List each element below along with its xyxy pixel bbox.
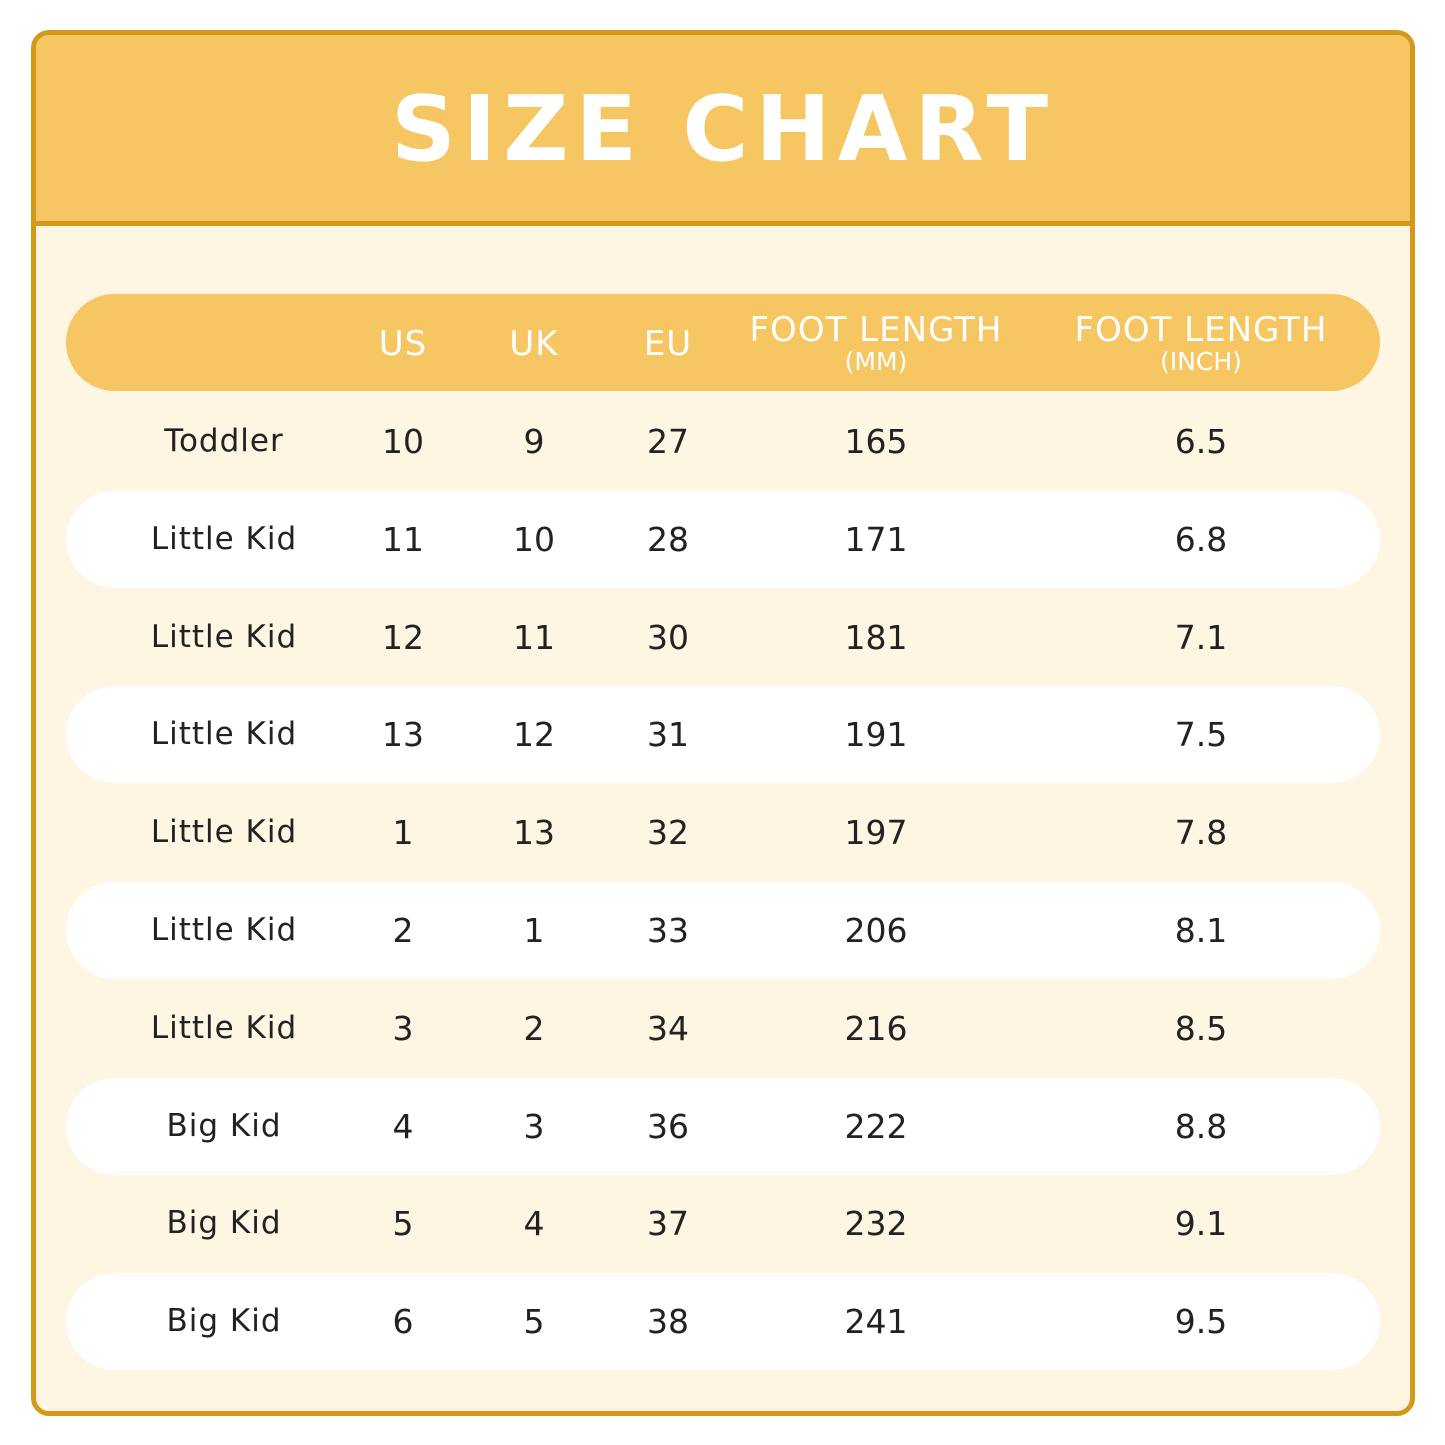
cell-inch: 7.5 bbox=[1174, 715, 1228, 754]
cell-eu: 27 bbox=[647, 422, 689, 461]
cell-category: Big Kid bbox=[166, 1108, 282, 1144]
cell-category: Big Kid bbox=[166, 1303, 282, 1339]
cell-category: Little Kid bbox=[150, 814, 298, 850]
cell-uk: 1 bbox=[523, 911, 545, 950]
cell-us: 2 bbox=[392, 911, 414, 950]
table-row: Toddler 10 9 27 165 6.5 bbox=[66, 393, 1380, 490]
cell-mm: 171 bbox=[844, 520, 908, 559]
cell-eu: 33 bbox=[647, 911, 689, 950]
cell-eu: 38 bbox=[647, 1302, 689, 1341]
header-us: US bbox=[378, 324, 428, 364]
cell-us: 4 bbox=[392, 1107, 414, 1146]
cell-category: Big Kid bbox=[166, 1205, 282, 1241]
table-header: US UK EU FOOT LENGTH (MM) FOOT LENGTH (I… bbox=[66, 294, 1380, 391]
table-row: Little Kid 12 11 30 181 7.1 bbox=[66, 589, 1380, 686]
header-uk: UK bbox=[509, 324, 559, 364]
cell-inch: 9.1 bbox=[1174, 1204, 1228, 1243]
cell-mm: 241 bbox=[844, 1302, 908, 1341]
cell-us: 11 bbox=[382, 520, 424, 559]
cell-mm: 191 bbox=[844, 715, 908, 754]
table-row: Little Kid 2 1 33 206 8.1 bbox=[66, 882, 1380, 979]
cell-mm: 232 bbox=[844, 1204, 908, 1243]
cell-eu: 36 bbox=[647, 1107, 689, 1146]
cell-inch: 8.1 bbox=[1174, 911, 1228, 950]
cell-inch: 7.1 bbox=[1174, 618, 1228, 657]
cell-category: Little Kid bbox=[150, 521, 298, 557]
cell-inch: 9.5 bbox=[1174, 1302, 1228, 1341]
table-row: Little Kid 11 10 28 171 6.8 bbox=[66, 491, 1380, 588]
table-row: Big Kid 4 3 36 222 8.8 bbox=[66, 1078, 1380, 1175]
cell-inch: 6.5 bbox=[1174, 422, 1228, 461]
cell-eu: 37 bbox=[647, 1204, 689, 1243]
cell-category: Little Kid bbox=[150, 1010, 298, 1046]
size-chart-card: SIZE CHART US UK EU FOOT LENGTH (MM) FOO… bbox=[31, 30, 1415, 1416]
header-category bbox=[66, 294, 320, 391]
table-row: Big Kid 5 4 37 232 9.1 bbox=[66, 1175, 1380, 1272]
cell-us: 6 bbox=[392, 1302, 414, 1341]
table-row: Big Kid 6 5 38 241 9.5 bbox=[66, 1273, 1380, 1370]
cell-uk: 4 bbox=[523, 1204, 545, 1243]
cell-eu: 28 bbox=[647, 520, 689, 559]
cell-uk: 5 bbox=[523, 1302, 545, 1341]
cell-uk: 10 bbox=[513, 520, 555, 559]
header-foot-length-inch: FOOT LENGTH (INCH) bbox=[1074, 310, 1328, 376]
cell-category: Little Kid bbox=[150, 716, 298, 752]
cell-category: Little Kid bbox=[150, 912, 298, 948]
title-banner: SIZE CHART bbox=[36, 35, 1410, 226]
table-row: Little Kid 1 13 32 197 7.8 bbox=[66, 784, 1380, 881]
cell-uk: 11 bbox=[513, 618, 555, 657]
cell-eu: 32 bbox=[647, 813, 689, 852]
table-row: Little Kid 13 12 31 191 7.5 bbox=[66, 686, 1380, 783]
cell-us: 3 bbox=[392, 1009, 414, 1048]
cell-uk: 2 bbox=[523, 1009, 545, 1048]
cell-uk: 3 bbox=[523, 1107, 545, 1146]
cell-inch: 6.8 bbox=[1174, 520, 1228, 559]
page-title: SIZE CHART bbox=[390, 77, 1056, 182]
table-row: Little Kid 3 2 34 216 8.5 bbox=[66, 980, 1380, 1077]
cell-inch: 8.5 bbox=[1174, 1009, 1228, 1048]
cell-us: 1 bbox=[392, 813, 414, 852]
cell-uk: 13 bbox=[513, 813, 555, 852]
cell-category: Little Kid bbox=[150, 619, 298, 655]
cell-uk: 9 bbox=[523, 422, 545, 461]
cell-category: Toddler bbox=[164, 423, 284, 459]
cell-mm: 165 bbox=[844, 422, 908, 461]
cell-mm: 216 bbox=[844, 1009, 908, 1048]
cell-inch: 7.8 bbox=[1174, 813, 1228, 852]
cell-eu: 31 bbox=[647, 715, 689, 754]
cell-mm: 181 bbox=[844, 618, 908, 657]
cell-mm: 206 bbox=[844, 911, 908, 950]
cell-us: 13 bbox=[382, 715, 424, 754]
cell-us: 12 bbox=[382, 618, 424, 657]
header-eu: EU bbox=[643, 324, 693, 364]
cell-uk: 12 bbox=[513, 715, 555, 754]
cell-mm: 222 bbox=[844, 1107, 908, 1146]
cell-eu: 30 bbox=[647, 618, 689, 657]
cell-inch: 8.8 bbox=[1174, 1107, 1228, 1146]
cell-us: 10 bbox=[382, 422, 424, 461]
cell-mm: 197 bbox=[844, 813, 908, 852]
header-foot-length-mm: FOOT LENGTH (MM) bbox=[749, 310, 1003, 376]
cell-us: 5 bbox=[392, 1204, 414, 1243]
cell-eu: 34 bbox=[647, 1009, 689, 1048]
